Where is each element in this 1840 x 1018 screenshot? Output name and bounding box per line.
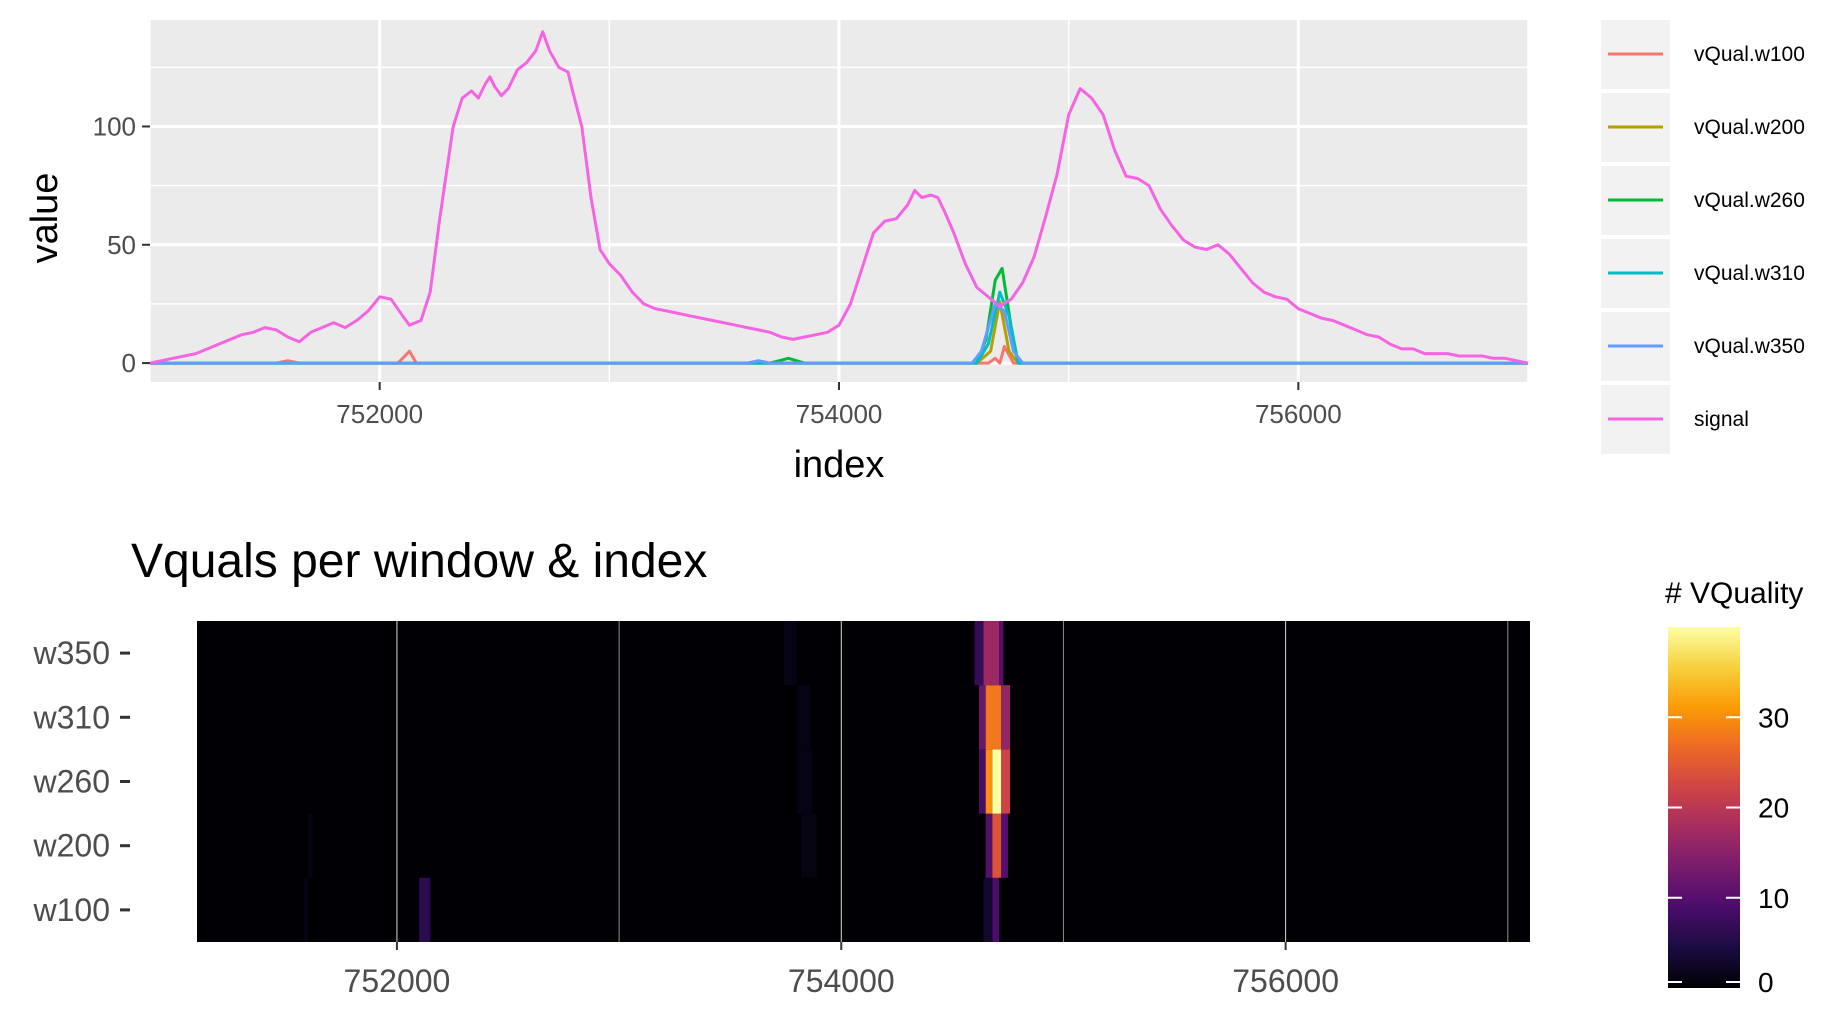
y-tick-label: w200 [33,828,111,864]
heatmap-x-ticks: 752000 754000 756000 [344,942,1339,999]
y-tick-label: 50 [107,230,136,260]
y-tick-label: 100 [93,111,136,141]
y-tick-label: 0 [122,348,136,378]
heatmap-cell [796,749,813,814]
legend-label: vQual.w310 [1694,262,1805,285]
heatmap-y-ticks: w100 w200 w260 w310 w350 [33,635,130,928]
legend-label: vQual.w100 [1694,43,1805,66]
heatmap-cell [783,621,797,686]
heatmap-cell [1001,685,1011,750]
line-chart-y-ticks: 0 50 100 [93,111,150,378]
heatmap-cell [419,877,431,942]
heatmap-cell [983,621,1000,686]
colorbar-tick-label: 20 [1758,793,1789,824]
x-tick-label: 754000 [796,399,883,429]
heatmap-gridlines [396,621,1509,942]
line-chart-x-axis-label: index [794,444,885,486]
legend-label: vQual.w200 [1694,116,1805,139]
line-chart-y-axis-label: value [24,173,66,264]
x-tick-label: 756000 [1232,963,1339,999]
heatmap-chart: Vquals per window & index 752000 754000 75… [33,535,1804,999]
heatmap-cell [992,813,1002,878]
line-chart-x-ticks: 752000 754000 756000 [336,382,1342,429]
colorbar-tick-label: 10 [1758,883,1789,914]
heatmap-cell [992,749,1002,814]
x-tick-label: 756000 [1255,399,1342,429]
y-tick-label: w350 [33,635,111,671]
heatmap-cells [303,621,1011,942]
y-tick-label: w260 [33,764,111,800]
heatmap-cell [992,877,1000,942]
heatmap-cell [308,813,313,878]
series-line-signal [149,30,1529,365]
colorbar-tick-label: 0 [1758,967,1774,998]
legend-label: vQual.w260 [1694,189,1805,212]
heatmap-cell [999,621,1004,686]
y-tick-label: w310 [33,699,111,735]
x-tick-label: 752000 [336,399,423,429]
heatmap-cell [985,813,993,878]
heatmap-cell [303,877,309,942]
heatmap-cell [985,685,1002,750]
legend-label: vQual.w350 [1694,335,1805,358]
x-tick-label: 754000 [788,963,895,999]
colorbar-ticks: 0 10 20 30 [1668,702,1789,998]
heatmap-cell [801,813,817,878]
heatmap-cell [796,685,811,750]
heatmap-cell [1001,813,1008,878]
heatmap-cell [985,749,993,814]
series-line-vQual-w350 [150,302,1528,365]
heatmap-cell [979,749,986,814]
colorbar-tick-label: 30 [1758,702,1789,733]
legend-label: signal [1694,408,1749,431]
line-chart-legend: vQual.w100 vQual.w200 vQual.w260 vQual.w310… [1601,20,1805,454]
heatmap-cell [974,621,984,686]
y-tick-label: w100 [33,892,111,928]
line-chart-series [149,30,1529,365]
heatmap-cell [979,685,986,750]
colorbar-title: # VQuality [1665,577,1803,610]
heatmap-cell [1001,749,1011,814]
series-line-vQual-w310 [150,290,1528,365]
x-tick-label: 752000 [344,963,451,999]
line-chart: 752000 754000 756000 0 50 100 index value vQ… [24,20,1805,486]
heatmap-title: Vquals per window & index [131,535,707,588]
heatmap-cell [983,877,993,942]
